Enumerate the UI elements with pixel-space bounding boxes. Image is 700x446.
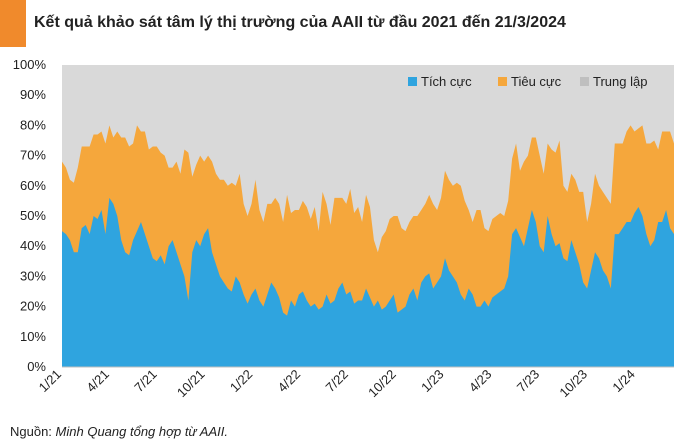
y-tick-label: 40%: [20, 238, 46, 253]
legend-swatch: [580, 77, 589, 86]
legend-swatch: [408, 77, 417, 86]
x-tick-label: 1/23: [418, 367, 447, 396]
legend-label: Tiêu cực: [511, 74, 562, 89]
y-tick-label: 10%: [20, 329, 46, 344]
x-tick-label: 10/22: [365, 367, 399, 401]
y-tick-label: 50%: [20, 208, 46, 223]
legend-swatch: [498, 77, 507, 86]
y-tick-label: 90%: [20, 87, 46, 102]
legend-label: Tích cực: [421, 74, 472, 89]
y-tick-label: 60%: [20, 178, 46, 193]
x-tick-label: 1/22: [227, 367, 256, 396]
x-tick-label: 7/22: [322, 367, 351, 396]
x-tick-label: 4/21: [83, 367, 112, 396]
y-tick-label: 30%: [20, 268, 46, 283]
y-tick-label: 20%: [20, 299, 46, 314]
x-tick-label: 4/22: [275, 367, 304, 396]
source-author: Minh Quang tổng hợp từ AAII.: [55, 424, 228, 439]
x-axis: 1/21 4/21 7/21 10/21 1/22 4/22 7/22 10/22 1/23 4/…: [36, 366, 674, 401]
x-tick-label: 7/21: [131, 367, 160, 396]
y-tick-label: 0%: [27, 359, 46, 374]
x-tick-label: 10/21: [174, 367, 208, 401]
title-accent-bar: [0, 0, 26, 47]
y-tick-label: 70%: [20, 148, 46, 163]
y-axis: 0% 10% 20% 30% 40% 50% 60% 70% 80% 90% 100%: [13, 57, 47, 374]
chart-title: Kết quả khảo sát tâm lý thị trường của A…: [34, 14, 566, 31]
source-label: Nguồn:: [10, 424, 56, 439]
y-tick-label: 80%: [20, 117, 46, 132]
legend: Tích cực Tiêu cực Trung lập: [408, 74, 647, 89]
series-area-tich-cuc: [62, 197, 674, 367]
x-tick-label: 4/23: [466, 367, 495, 396]
plot-area: [62, 65, 674, 368]
x-tick-label: 10/23: [556, 367, 590, 401]
source-note: Nguồn: Minh Quang tổng hợp từ AAII.: [10, 424, 228, 439]
x-tick-label: 7/23: [514, 367, 543, 396]
y-tick-label: 100%: [13, 57, 47, 72]
x-tick-label: 1/24: [609, 367, 638, 396]
legend-label: Trung lập: [593, 74, 647, 89]
